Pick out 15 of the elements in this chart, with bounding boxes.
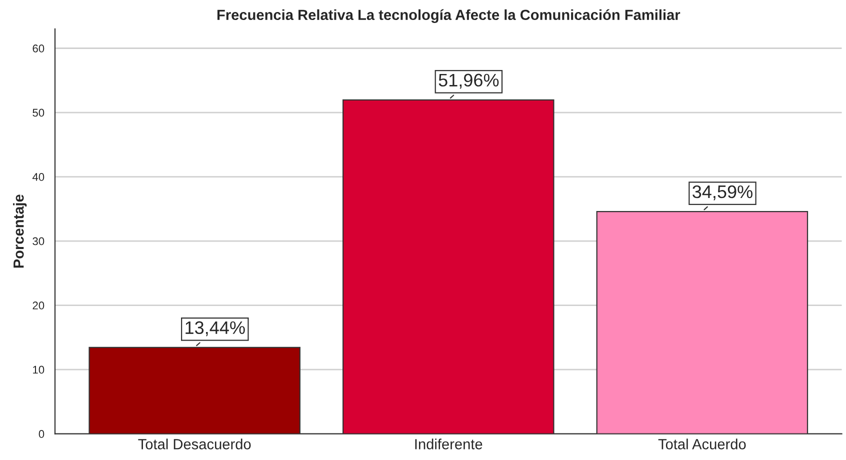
data-label: 34,59% bbox=[692, 185, 752, 200]
y-tick-label: 20 bbox=[32, 302, 44, 310]
data-label: 13,44% bbox=[186, 321, 245, 336]
y-tick-label: 0 bbox=[38, 430, 44, 438]
x-tick-label: Indiferente bbox=[415, 438, 482, 450]
x-tick-label: Total Desacuerdo bbox=[138, 438, 251, 450]
chart-title: Frecuencia Relativa La tecnología Afecte la Comunicación Familiar bbox=[217, 9, 680, 23]
data-label: 51,96% bbox=[438, 74, 499, 89]
y-tick-label: 60 bbox=[32, 44, 44, 52]
y-tick-label: 30 bbox=[32, 237, 44, 246]
y-tick-label: 10 bbox=[33, 366, 44, 374]
y-tick-label: 50 bbox=[32, 108, 44, 117]
y-tick-label: 40 bbox=[32, 173, 44, 181]
y-axis-title: Porcentaje bbox=[13, 194, 27, 268]
x-tick-label: Total Acuerdo bbox=[658, 438, 746, 450]
